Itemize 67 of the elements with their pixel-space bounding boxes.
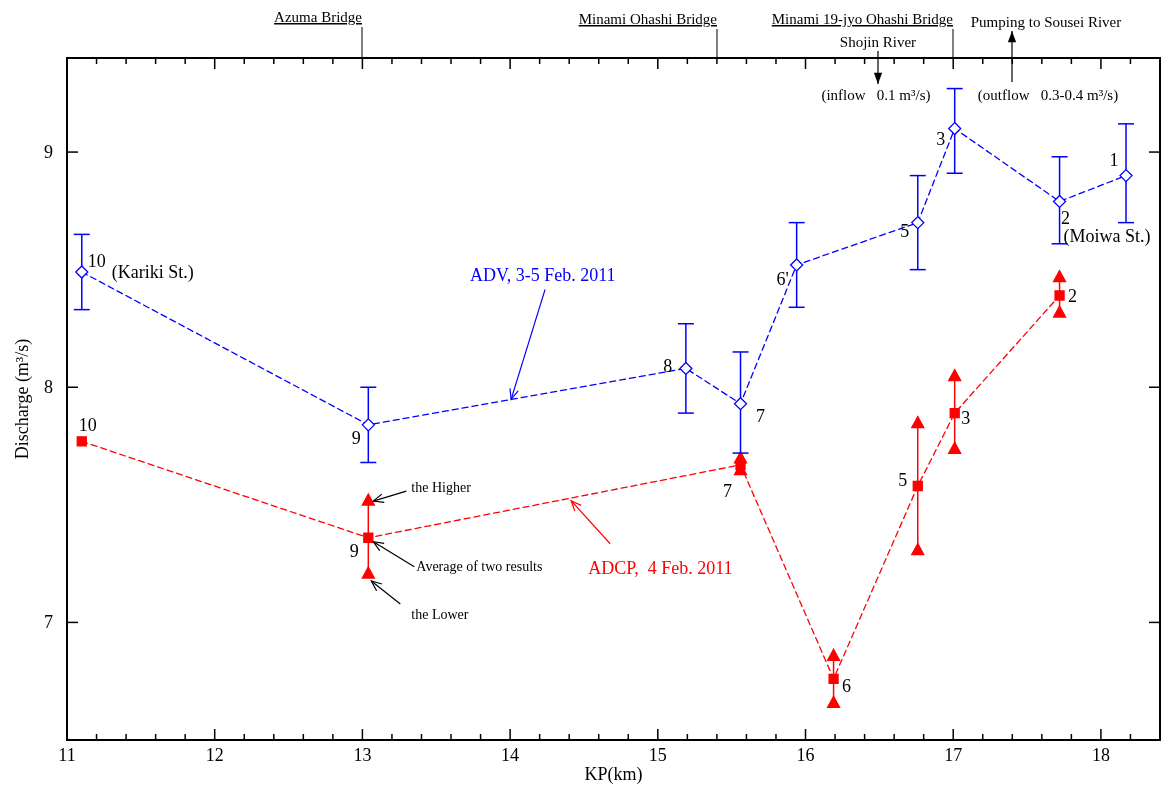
annotation: (inflow 0.1 m³/s): [821, 87, 931, 104]
point: [75, 265, 89, 279]
y-tick-label: 8: [44, 377, 53, 398]
point: [948, 441, 962, 455]
text: Minami 19-jyo Ohashi Bridge: [771, 11, 954, 27]
annotation: 5: [898, 470, 908, 491]
y-axis-title: Discharge (m³/s): [12, 338, 33, 460]
point: [361, 566, 375, 579]
x-tick-label: 15: [648, 745, 667, 765]
point: [1119, 168, 1133, 183]
point: [733, 397, 748, 411]
x-tick-label: 16: [796, 745, 815, 765]
annotation: 9: [349, 540, 359, 561]
annotation: 3: [936, 128, 946, 149]
annotation: 9: [351, 427, 361, 448]
annotation: ADCP, 4 Feb. 2011: [588, 557, 733, 578]
text: Pumping to Sousei River: [970, 14, 1122, 30]
annotation: (Kariki St.): [111, 262, 194, 284]
annotation: 8: [663, 356, 673, 377]
point: [679, 361, 693, 376]
point: [912, 480, 923, 492]
annotation: 7: [723, 480, 733, 501]
point: [948, 368, 962, 382]
text: Shojin River: [839, 34, 917, 50]
annotation: 1: [1109, 149, 1119, 170]
point: [826, 695, 841, 709]
annotation: (Moiwa St.): [1063, 226, 1151, 248]
annotation: 3: [961, 408, 971, 429]
annotation: ADV, 3-5 Feb. 2011: [470, 265, 616, 286]
point: [826, 648, 841, 661]
point: [361, 493, 375, 506]
point: [949, 407, 960, 419]
annotation: 2: [1061, 208, 1071, 229]
annotation: 6': [776, 268, 789, 289]
annotation: Average of two results: [416, 559, 543, 575]
annotation: 10: [78, 415, 97, 436]
annotation: the Higher: [411, 479, 472, 495]
x-tick-label: 14: [501, 745, 520, 765]
point: [911, 215, 925, 230]
point: [1054, 290, 1065, 301]
point: [735, 459, 746, 470]
point: [76, 436, 87, 447]
annotation: 10: [87, 251, 106, 272]
annotation: 6: [842, 675, 852, 696]
x-tick-label: 13: [353, 745, 372, 765]
x-tick-label: 12: [205, 745, 224, 765]
point: [790, 258, 804, 272]
annotation: (outflow 0.3-0.4 m³/s): [977, 87, 1119, 104]
point: [948, 121, 962, 136]
point: [828, 673, 839, 685]
x-tick-label: 17: [944, 745, 963, 765]
point: [1052, 270, 1067, 283]
x-axis-title: KP(km): [584, 764, 643, 785]
annotation: 2: [1068, 285, 1078, 306]
annotation: 7: [756, 405, 766, 426]
annotation: the Lower: [411, 606, 469, 622]
point: [1052, 305, 1067, 318]
y-tick-label: 9: [44, 142, 53, 163]
text: Minami Ohashi Bridge: [578, 11, 718, 27]
annotation: 5: [900, 220, 910, 241]
point: [1052, 194, 1067, 209]
x-tick-label: 11: [58, 745, 76, 765]
y-tick-label: 7: [44, 612, 53, 633]
point: [363, 532, 374, 543]
x-tick-label: 18: [1091, 745, 1110, 765]
text: Azuma Bridge: [274, 9, 363, 25]
point: [361, 418, 375, 432]
